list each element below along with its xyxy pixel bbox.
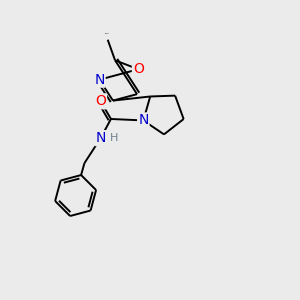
- Text: O: O: [133, 62, 144, 76]
- Text: H: H: [110, 133, 118, 143]
- Text: N: N: [138, 113, 148, 128]
- Text: O: O: [95, 94, 106, 108]
- Text: N: N: [94, 73, 105, 87]
- Text: N: N: [95, 131, 106, 145]
- Text: methyl: methyl: [105, 33, 110, 34]
